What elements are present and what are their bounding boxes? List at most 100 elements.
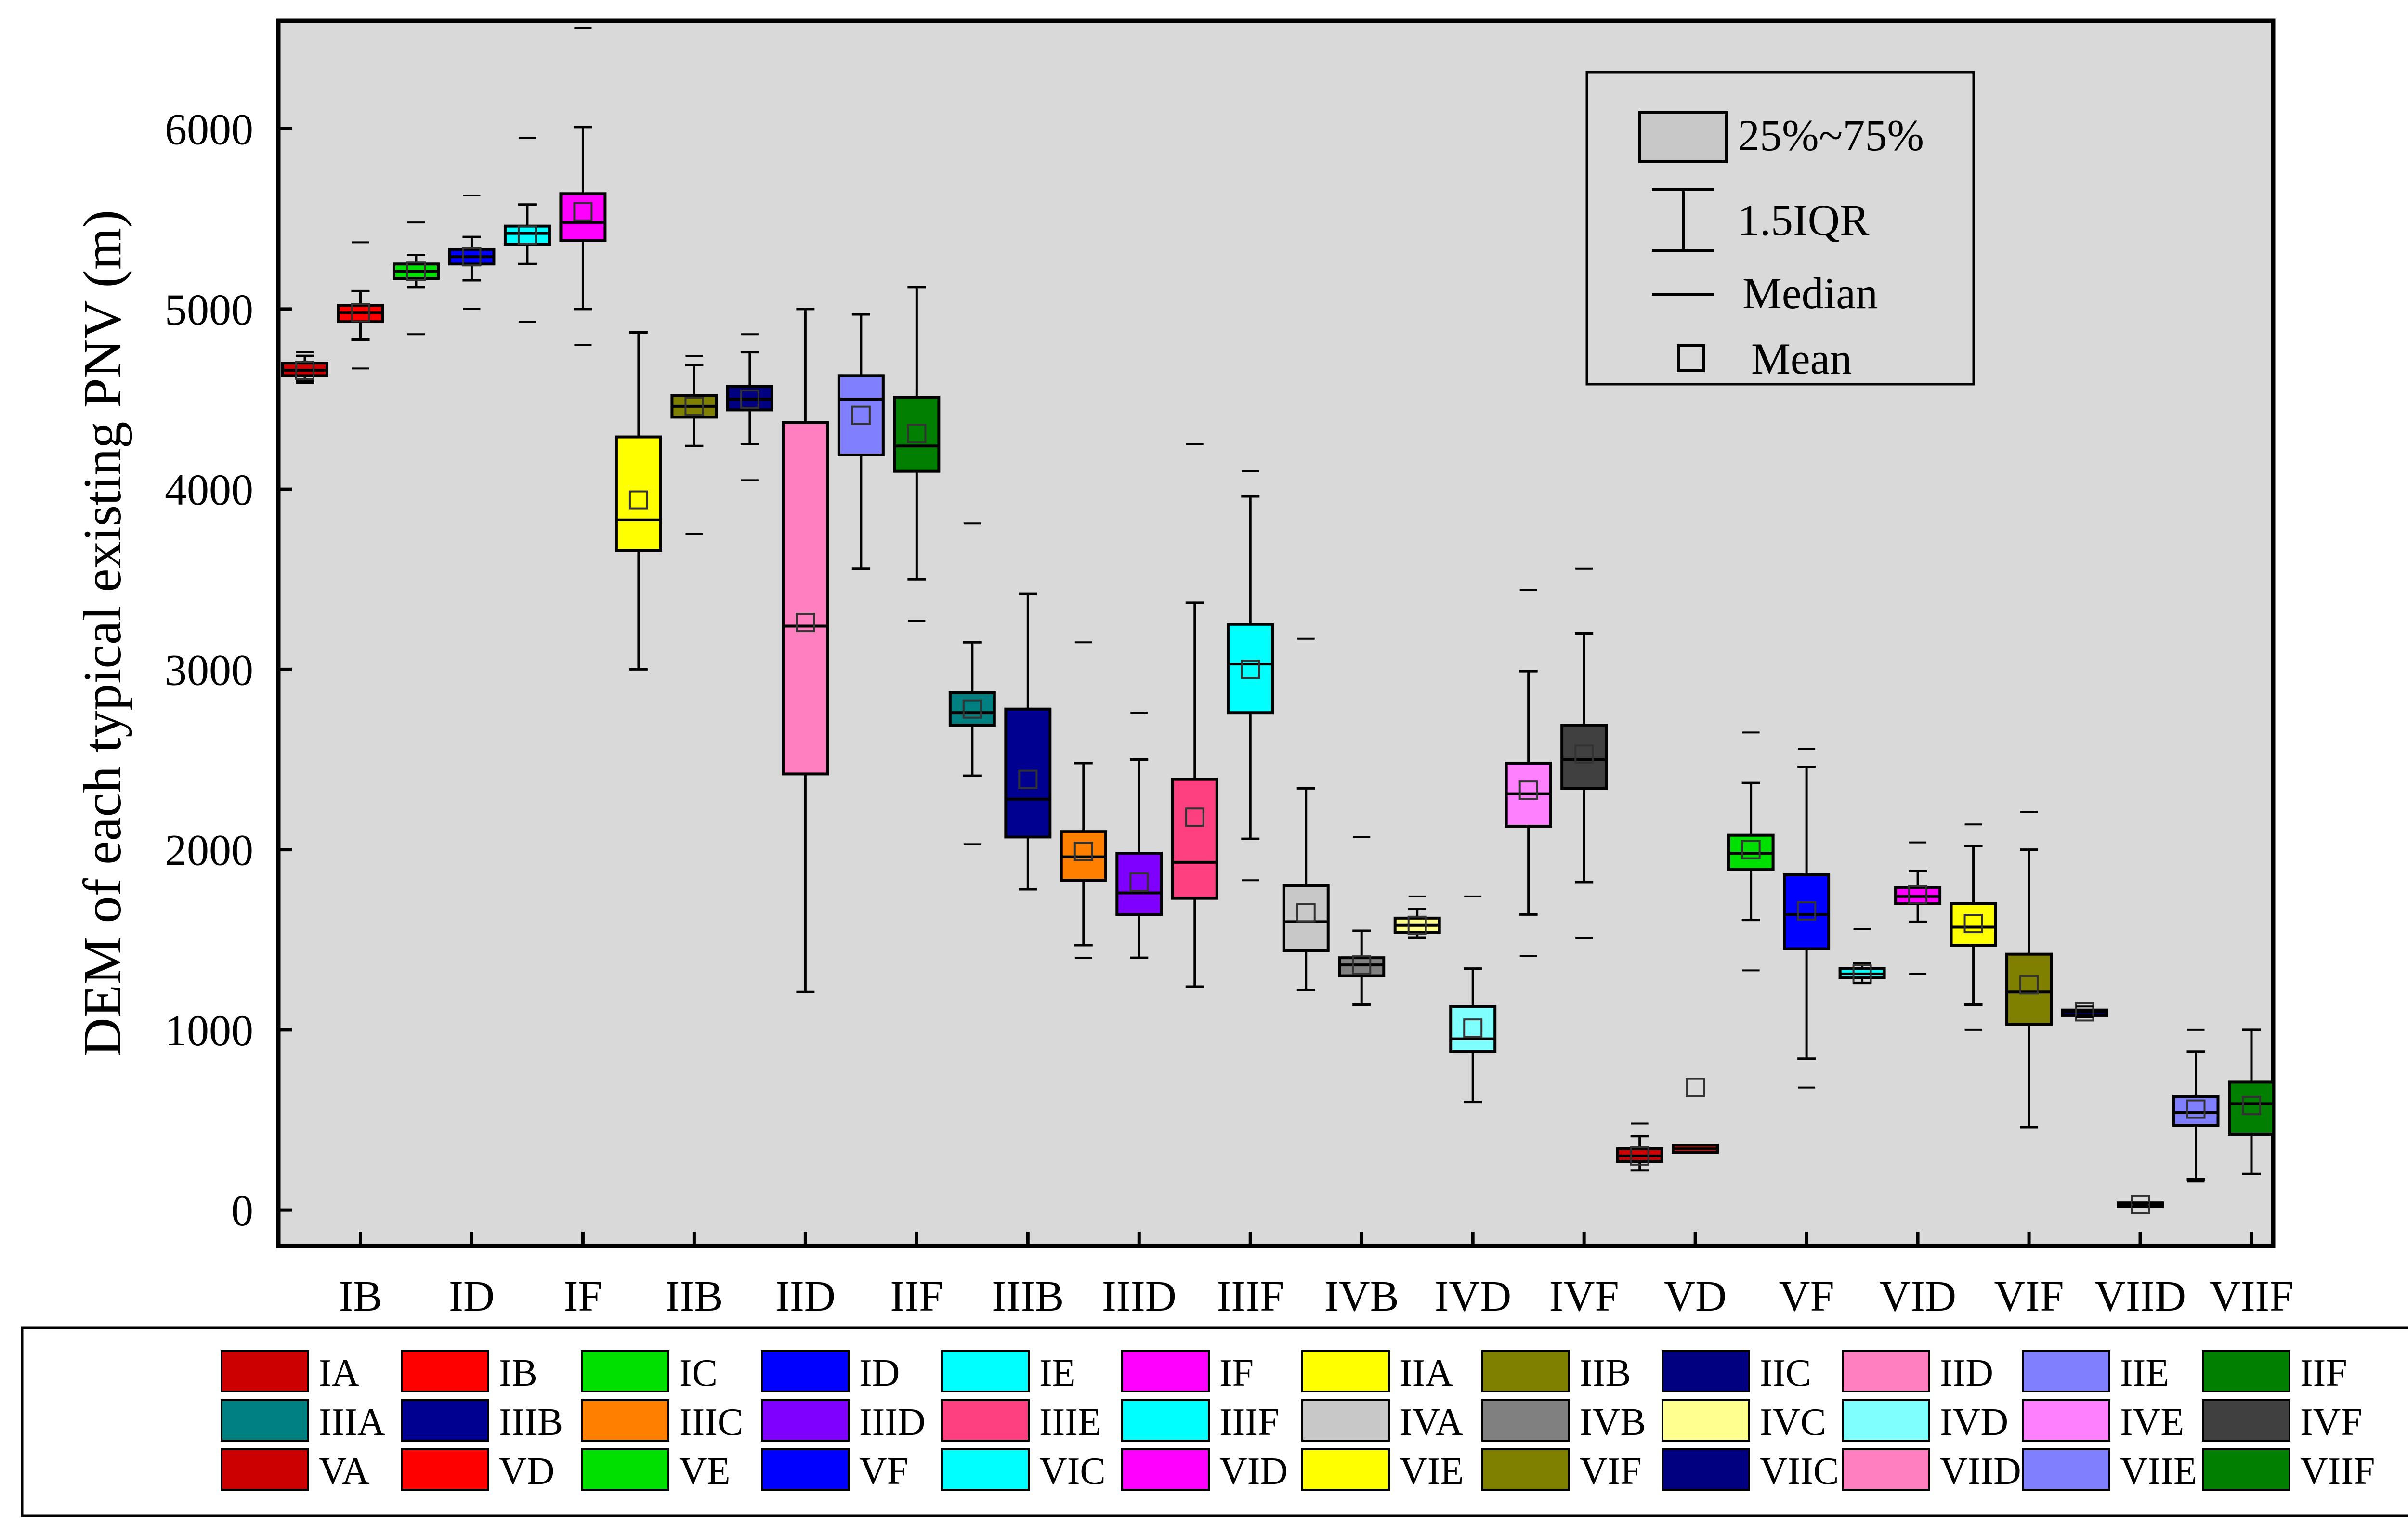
legend-label: IVF <box>2300 1401 2362 1443</box>
x-tick-label: IF <box>563 1273 602 1320</box>
box-iiif <box>1227 470 1274 882</box>
legend-item-iiie: IIIE <box>941 1399 1101 1443</box>
mean-marker <box>2242 1096 2261 1116</box>
x-tick-label: IIIB <box>992 1273 1064 1320</box>
legend-item-iiid: IIID <box>761 1399 926 1443</box>
legend-item-iic: IIC <box>1662 1350 1811 1394</box>
y-tick-label: 4000 <box>165 465 253 514</box>
legend-item-ve: VE <box>581 1448 731 1493</box>
box-iqr <box>615 435 662 552</box>
mean-marker <box>1241 660 1260 679</box>
mean-marker <box>573 202 593 221</box>
legend-label: VIE <box>1400 1450 1464 1493</box>
legend-swatch <box>941 1399 1030 1442</box>
mean-marker <box>1908 885 1928 905</box>
legend-label: IE <box>1039 1352 1076 1394</box>
box-vic <box>1838 928 1886 985</box>
legend-mean-icon <box>1677 344 1705 372</box>
box-ivf <box>1560 567 1608 939</box>
mean-marker <box>351 303 370 323</box>
mean-marker <box>962 699 982 719</box>
box-iqr <box>1004 707 1052 839</box>
box-ve <box>1727 731 1775 972</box>
x-tick-label: IID <box>775 1273 836 1320</box>
mean-marker <box>628 490 648 510</box>
legend-item-iiif: IIIF <box>1121 1399 1279 1443</box>
legend-item-vif: VIF <box>1481 1448 1642 1493</box>
legend-item-ib: IB <box>401 1350 537 1394</box>
legend-label: VD <box>499 1450 555 1493</box>
legend-item-iiib: IIIB <box>401 1399 563 1443</box>
box-iqr <box>503 224 551 246</box>
legend-item-iiic: IIIC <box>581 1399 743 1443</box>
box-viid <box>2117 1195 2164 1214</box>
box-iqr <box>1115 852 1163 916</box>
mean-marker <box>1574 744 1594 764</box>
legend-item-viic: VIIC <box>1662 1448 1839 1493</box>
box-iie <box>837 313 885 570</box>
mean-marker <box>1073 842 1093 861</box>
box-ig <box>559 26 607 346</box>
legend-label: IID <box>1940 1352 1993 1394</box>
legend-item-ic: IC <box>581 1350 718 1394</box>
box-viif <box>2228 1028 2275 1175</box>
legend-label: VF <box>859 1450 908 1493</box>
x-tick-label: IIIF <box>1217 1273 1284 1320</box>
legend-swatch <box>761 1448 850 1491</box>
x-tick-label: VIIF <box>2210 1273 2294 1320</box>
legend-item-ive: IVE <box>2022 1399 2184 1443</box>
x-tick-label: IVF <box>1549 1273 1619 1320</box>
boxes-group <box>281 26 2275 1214</box>
box-iqr <box>837 374 885 456</box>
mean-marker <box>1518 780 1538 800</box>
legend-label: IIA <box>1400 1352 1453 1394</box>
box-vie <box>1950 823 1997 1031</box>
legend-label: IIB <box>1580 1352 1631 1394</box>
mean-marker <box>1407 915 1427 935</box>
box-iib <box>670 355 718 535</box>
box-iqr <box>2005 952 2053 1026</box>
box-ie <box>448 195 496 310</box>
legend-box-label: 25%~75% <box>1738 111 1924 160</box>
legend-swatch <box>1481 1448 1570 1491</box>
mean-marker <box>462 247 482 267</box>
legend-swatch <box>2022 1399 2110 1442</box>
box-viie <box>2172 1028 2220 1183</box>
mean-marker <box>907 424 927 443</box>
x-tick-label: IVB <box>1324 1273 1399 1320</box>
legend-item-viie: VIIE <box>2022 1448 2197 1493</box>
legend-swatch <box>1121 1448 1210 1491</box>
mean-marker <box>740 389 759 409</box>
legend-swatch <box>1662 1448 1750 1491</box>
legend-item-iid: IID <box>1842 1350 1993 1394</box>
mean-marker <box>1797 901 1817 921</box>
legend-swatch <box>2202 1448 2290 1491</box>
legend-swatch <box>761 1350 850 1392</box>
legend-swatch <box>2022 1448 2110 1491</box>
legend-swatch <box>581 1350 669 1392</box>
box-iqr <box>1950 902 1997 947</box>
mean-marker <box>1686 1078 1705 1097</box>
legend-swatch <box>2202 1399 2290 1442</box>
mean-marker <box>1129 872 1149 892</box>
x-tick-label: VF <box>1779 1273 1834 1320</box>
mean-marker <box>406 261 426 281</box>
legend-swatch <box>401 1448 489 1491</box>
box-iva <box>1282 637 1330 992</box>
x-axis: IB ID IF IIB IID IIF IIIB IIID IIIF IVB IVD IVF VD VF… <box>339 1232 2294 1320</box>
legend-item-iib: IIB <box>1481 1350 1631 1394</box>
legend-item-ia: IA <box>221 1350 360 1394</box>
x-tick-label: VIID <box>2094 1273 2186 1320</box>
legend-label: IIIB <box>499 1401 563 1443</box>
legend-swatch <box>1481 1399 1570 1442</box>
legend-mean-label: Mean <box>1751 334 1852 383</box>
legend-item-id: ID <box>761 1350 900 1394</box>
legend-label: IVD <box>1940 1401 2008 1443</box>
box-ivd <box>1449 895 1497 1104</box>
legend-label: VIIE <box>2120 1450 2197 1493</box>
legend-item-ivc: IVC <box>1662 1399 1826 1443</box>
legend-item-iiia: IIIA <box>221 1399 385 1443</box>
legend-label: IIF <box>2300 1352 2347 1394</box>
legend-label: IVE <box>2120 1401 2184 1443</box>
